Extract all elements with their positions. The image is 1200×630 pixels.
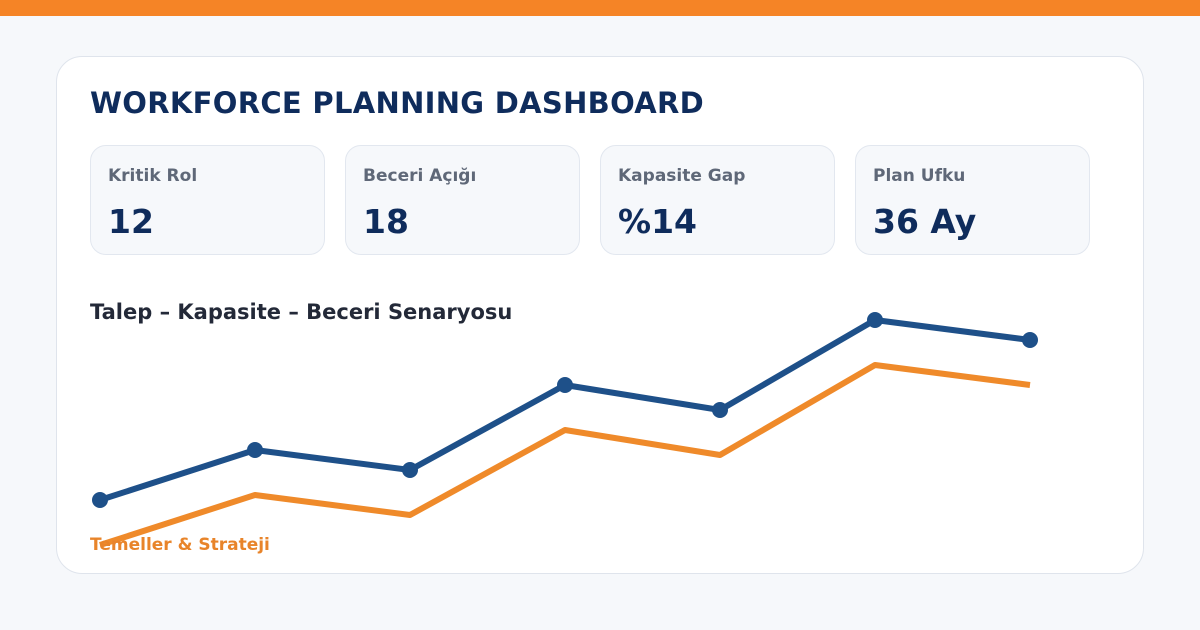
- kpi-value: %14: [618, 202, 697, 241]
- kpi-value: 12: [108, 202, 154, 241]
- kpi-label: Plan Ufku: [873, 166, 966, 186]
- kpi-card-critical-roles: Kritik Rol 12: [90, 145, 325, 255]
- chart-title: Talep – Kapasite – Beceri Senaryosu: [90, 300, 513, 324]
- kpi-card-capacity-gap: Kapasite Gap %14: [600, 145, 835, 255]
- kpi-label: Kapasite Gap: [618, 166, 746, 186]
- kpi-value: 18: [363, 202, 409, 241]
- kpi-card-plan-horizon: Plan Ufku 36 Ay: [855, 145, 1090, 255]
- kpi-card-skill-gap: Beceri Açığı 18: [345, 145, 580, 255]
- footer-label: Temeller & Strateji: [90, 535, 270, 555]
- kpi-value: 36 Ay: [873, 202, 977, 241]
- page-title: WORKFORCE PLANNING DASHBOARD: [90, 86, 705, 120]
- kpi-label: Beceri Açığı: [363, 166, 477, 186]
- top-accent-bar: [0, 0, 1200, 16]
- kpi-label: Kritik Rol: [108, 166, 198, 186]
